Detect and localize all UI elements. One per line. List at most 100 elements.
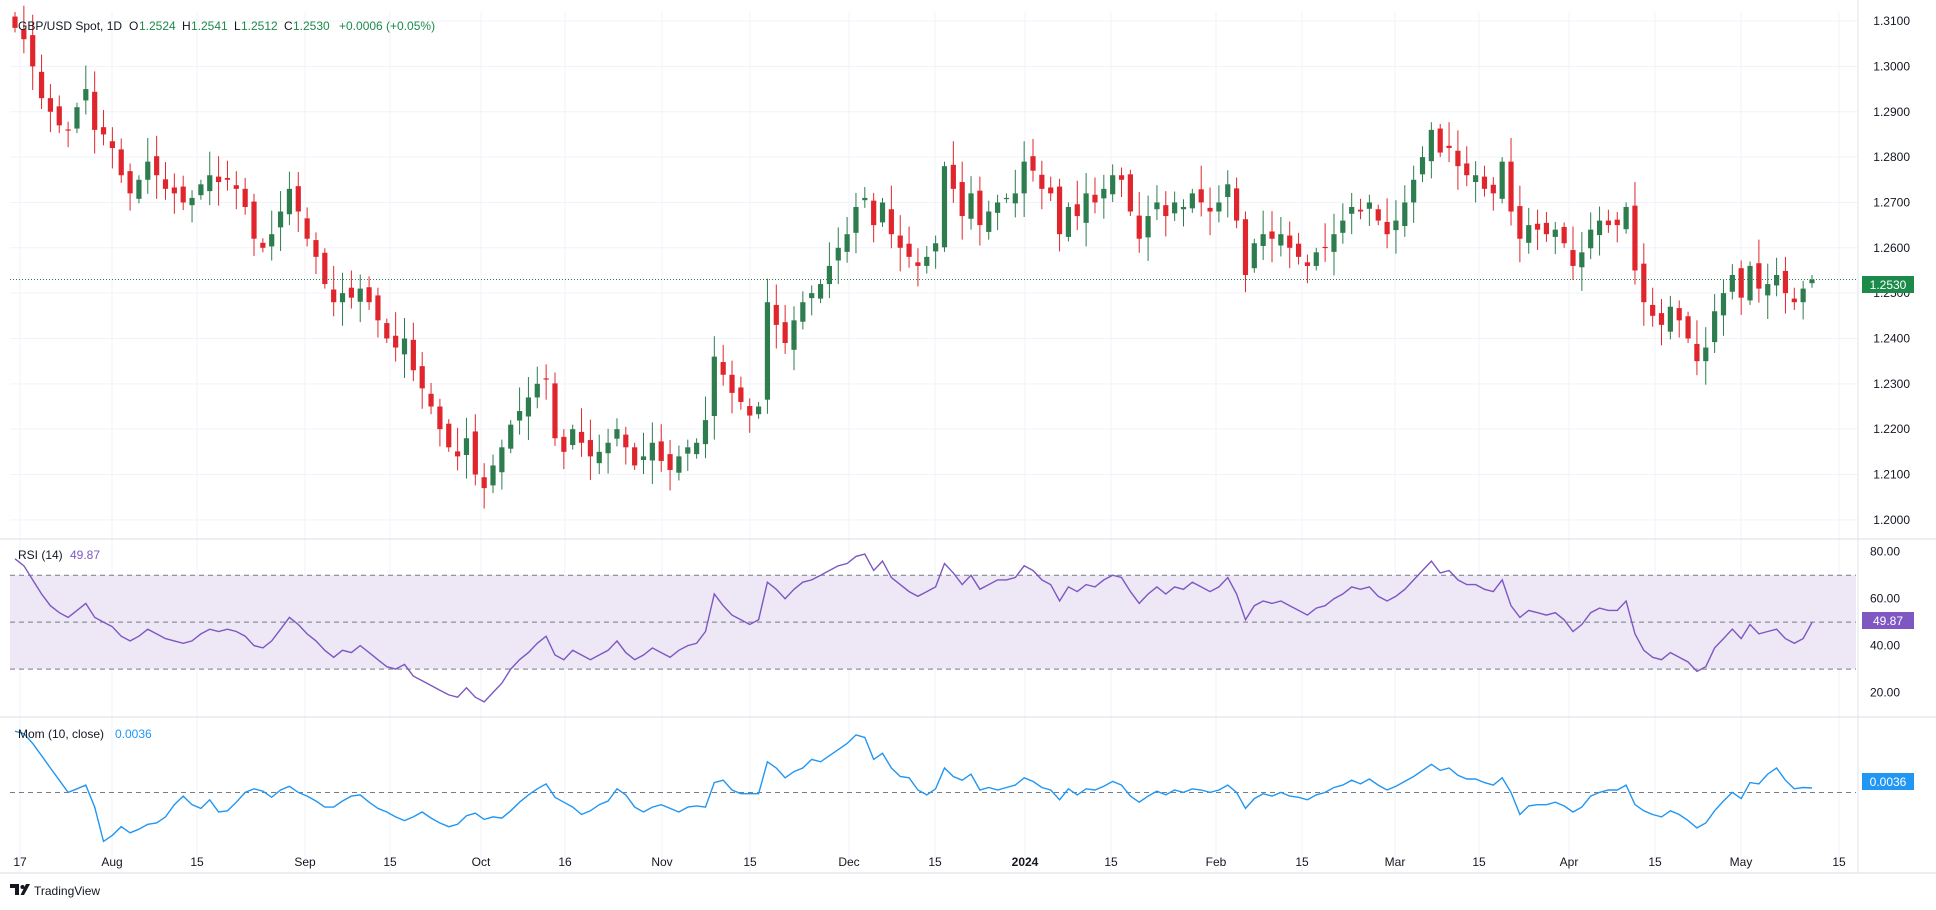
time-tick-label: 15 [190, 855, 204, 869]
candle-body [1154, 202, 1160, 210]
candle-body [118, 149, 124, 176]
candle-body [773, 304, 779, 325]
time-tick-label: Oct [472, 855, 491, 869]
time-tick-label: May [1730, 855, 1753, 869]
candle-body [30, 35, 36, 67]
candle-body [694, 442, 700, 455]
close-value: 1.2530 [293, 19, 330, 33]
candle-body [1543, 222, 1550, 235]
candle-body [1189, 193, 1195, 209]
candle-body [286, 188, 293, 215]
candle-body [782, 322, 788, 344]
candle-body [1455, 150, 1461, 167]
candle-body [1242, 219, 1249, 275]
logo-text: TradingView [34, 884, 100, 898]
time-tick-label: Sep [294, 855, 316, 869]
candle-body [322, 252, 328, 285]
rsi-legend-value: 49.87 [70, 548, 100, 562]
candle-body [623, 434, 629, 448]
price-tick-label: 1.2800 [1873, 150, 1910, 164]
candle-body [968, 193, 974, 219]
candle-body [472, 431, 478, 475]
candle-body [1163, 205, 1169, 217]
rsi-value-tag-text: 49.87 [1873, 614, 1903, 628]
candle-body [1065, 206, 1072, 237]
candle-body [1676, 308, 1682, 321]
candle-body [1225, 184, 1231, 198]
momentum-line[interactable] [10, 730, 1856, 843]
candle-body [924, 256, 930, 266]
price-tick-label: 1.2300 [1873, 377, 1910, 391]
candle-body [1428, 129, 1434, 162]
tradingview-logo[interactable]: TradingView [10, 884, 100, 898]
candle-body [269, 234, 275, 247]
candle-body [915, 262, 921, 266]
candle-body [1685, 316, 1691, 339]
candle-body [1056, 186, 1063, 235]
candle-body [835, 247, 841, 261]
rsi-label: RSI (14) [18, 548, 63, 562]
candle-body [1632, 205, 1638, 271]
rsi-line[interactable] [10, 553, 1856, 703]
candle-body [543, 378, 549, 380]
price-tick-label: 1.2200 [1873, 422, 1910, 436]
candle-body [1729, 275, 1735, 292]
candle-body [419, 366, 425, 389]
price-tick-label: 1.2600 [1873, 241, 1910, 255]
time-tick-label: 15 [743, 855, 757, 869]
candle-body [1534, 223, 1541, 230]
candle-body [525, 397, 532, 417]
candle-body [1118, 175, 1125, 180]
candle-body [1278, 234, 1284, 246]
candle-body [578, 431, 585, 443]
candle-body [1216, 202, 1222, 212]
rsi-tick-label: 60.00 [1870, 592, 1900, 606]
candle-body [1791, 298, 1797, 303]
pane-separators[interactable] [0, 0, 1936, 874]
price-tick-label: 1.2000 [1873, 513, 1910, 527]
candle-body [1331, 234, 1337, 252]
time-tick-label: Dec [838, 855, 859, 869]
price-candles[interactable] [10, 5, 1858, 509]
candle-body [605, 442, 611, 454]
candle-body [1756, 263, 1762, 289]
time-tick-label: 15 [1472, 855, 1486, 869]
candle-body [817, 284, 824, 299]
candle-body [1048, 187, 1054, 194]
candle-body [1481, 176, 1488, 189]
candle-body [685, 447, 691, 454]
candle-body [1340, 220, 1346, 233]
candle-body [1021, 161, 1027, 194]
candle-body [1650, 304, 1656, 316]
candle-body [1570, 250, 1576, 266]
candle-body [1694, 343, 1700, 362]
candle-body [632, 447, 638, 466]
candle-body [871, 200, 877, 226]
candle-body [313, 240, 319, 257]
candle-body [56, 106, 62, 126]
candle-body [1012, 193, 1018, 204]
candle-body [552, 383, 558, 439]
candle-body [906, 243, 912, 257]
candle-body [534, 383, 540, 398]
candle-body [791, 320, 797, 350]
candle-body [260, 242, 266, 248]
axis-labels: 1.20001.21001.22001.23001.24001.25001.26… [13, 14, 1910, 869]
candle-body [1658, 313, 1665, 325]
mom-value-tag [1862, 773, 1914, 790]
rsi-series-path [14, 553, 1813, 703]
candle-body [738, 387, 744, 402]
candle-body [667, 454, 673, 470]
candle-body [136, 179, 142, 199]
candle-body [1357, 209, 1364, 212]
candle-body [410, 339, 416, 371]
candle-body [1251, 243, 1257, 269]
candle-body [366, 287, 372, 303]
candle-body [1596, 220, 1603, 236]
candle-body [145, 161, 151, 180]
candle-body [1411, 179, 1417, 203]
candle-body [1419, 157, 1426, 175]
candle-body [499, 447, 505, 473]
close-label: C [284, 19, 293, 33]
candle-body [1110, 175, 1116, 195]
